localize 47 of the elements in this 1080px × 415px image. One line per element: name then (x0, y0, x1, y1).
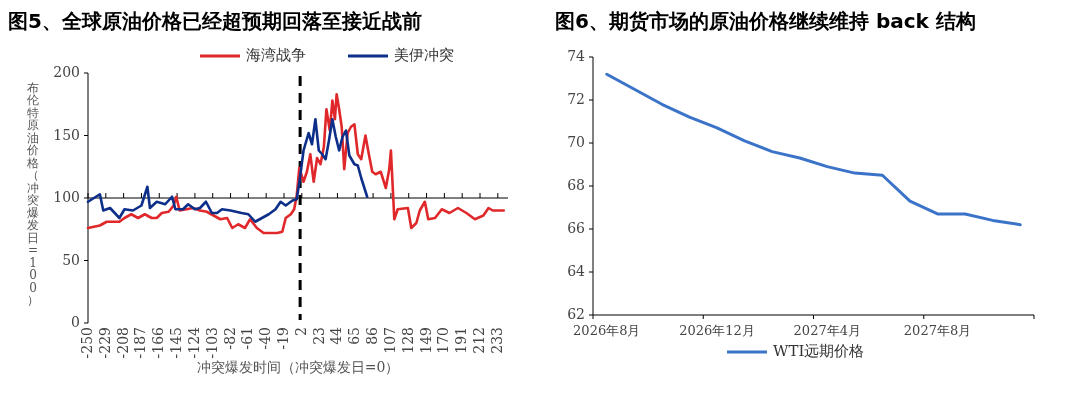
x-tick-label: 233 (488, 327, 505, 354)
y-tick-label: 50 (62, 251, 80, 268)
x-tick-label: -19 (275, 327, 291, 350)
text: 布伦特原油价格（冲突爆发日=100） (27, 80, 39, 308)
x-tick-label: -145 (168, 327, 185, 359)
x-tick-label: 65 (346, 327, 363, 345)
x-tick-label: 2 (292, 327, 309, 336)
x-tick-label: -187 (132, 327, 149, 359)
x-tick-label: -124 (185, 326, 202, 359)
x-tick-label: -250 (79, 327, 95, 359)
x-tick-label: 2027年4月 (793, 323, 861, 338)
x-tick-label: 149 (417, 327, 434, 354)
x-tick-label: -166 (150, 326, 167, 359)
y-tick-label: 0 (71, 314, 80, 330)
x-tick-label: 2026年8月 (573, 323, 641, 338)
x-axis-title: 冲突爆发时间（冲突爆发日=0） (196, 359, 400, 375)
y-tick-label: 64 (567, 263, 586, 279)
chart-title: 图5、全球原油价格已经超预期回落至接近战前 (8, 9, 422, 33)
legend-label: WTI远期价格 (773, 342, 865, 360)
x-tick-label: 2026年12月 (679, 323, 755, 338)
x-tick-label: 23 (310, 327, 327, 345)
x-tick-label: 44 (328, 326, 345, 345)
x-tick-label: 2027年8月 (903, 323, 972, 338)
x-tick-label: 212 (471, 327, 487, 354)
x-tick-label: -40 (257, 327, 274, 350)
legend-label: 美伊冲突 (394, 46, 454, 64)
x-tick-label: 86 (364, 326, 381, 345)
y-tick-label: 74 (567, 48, 586, 64)
y-tick-label: 150 (53, 126, 80, 143)
x-tick-label: -82 (221, 327, 238, 350)
y-tick-label: 62 (567, 306, 585, 322)
x-tick-label: -61 (239, 327, 256, 350)
y-tick-label: 66 (567, 220, 586, 236)
y-tick-label: 100 (53, 189, 80, 205)
legend-label: 海湾战争 (246, 46, 306, 64)
x-tick-label: -103 (203, 327, 220, 359)
chart-title: 图6、期货市场的原油价格继续维持 back 结构 (555, 9, 976, 33)
y-tick-label: 70 (567, 134, 585, 150)
x-tick-label: 191 (453, 327, 470, 354)
y-tick-label: 68 (567, 177, 585, 193)
x-tick-label: 107 (381, 327, 398, 354)
y-tick-label: 200 (53, 64, 80, 80)
x-tick-label: -229 (96, 327, 113, 359)
y-tick-label: 72 (567, 91, 585, 107)
x-tick-label: 128 (399, 327, 416, 354)
x-tick-label: -208 (114, 327, 131, 359)
x-tick-label: 170 (435, 327, 452, 354)
